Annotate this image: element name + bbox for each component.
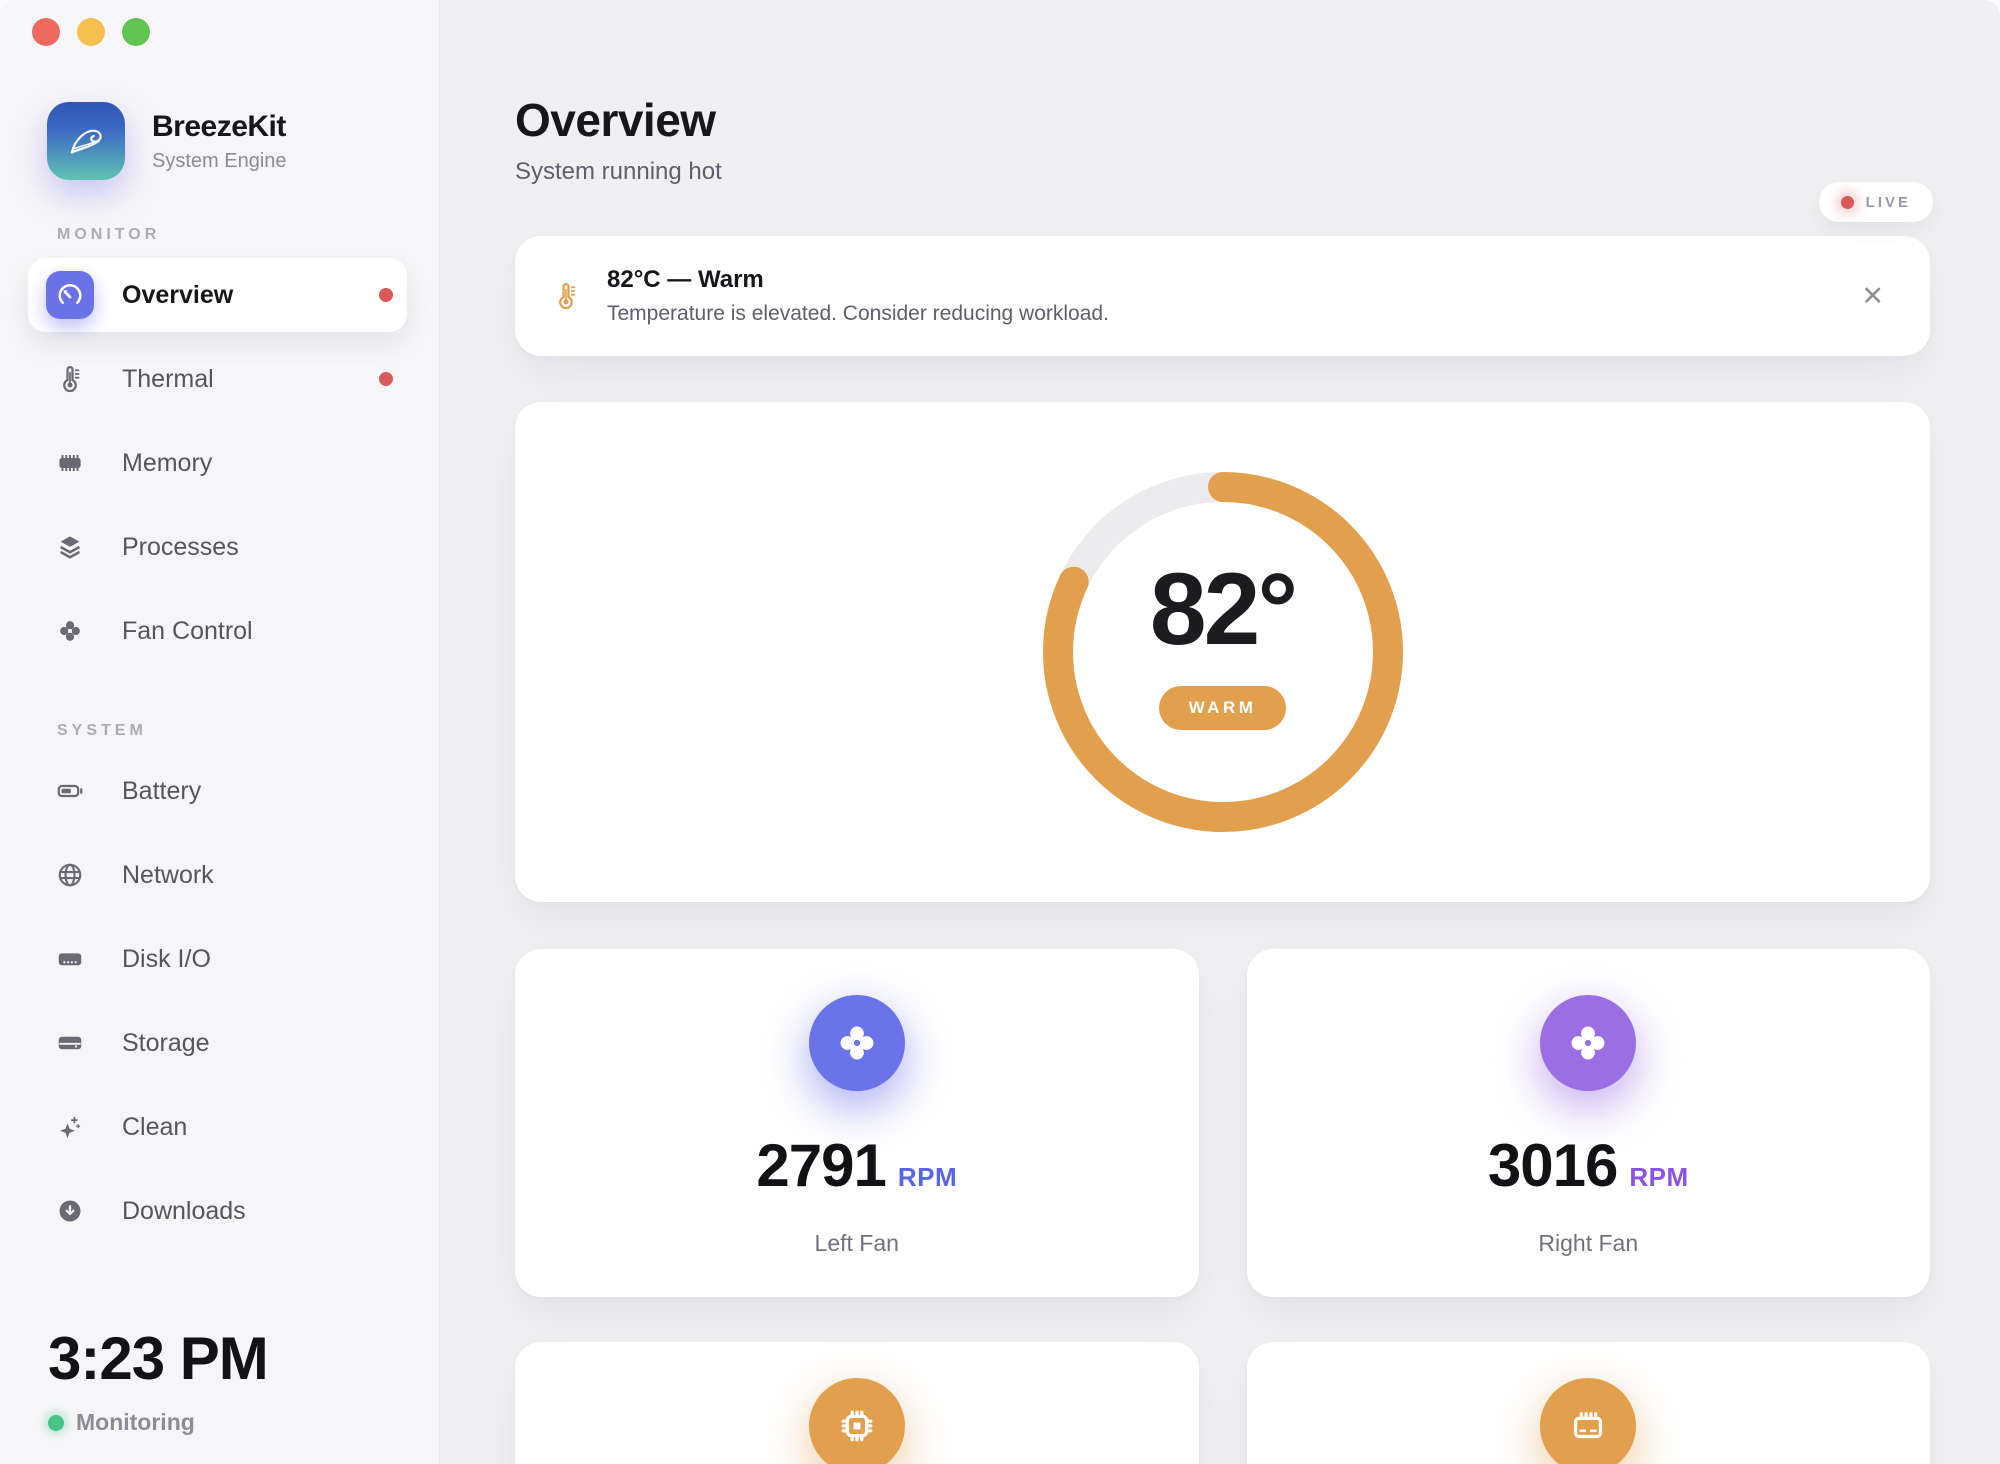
sidebar-item-label: Memory <box>122 448 213 477</box>
sidebar-item-label: Battery <box>122 776 202 805</box>
sidebar-item-network[interactable]: Network <box>28 838 407 912</box>
fan-label: Right Fan <box>1538 1230 1639 1257</box>
sidebar-item-battery[interactable]: Battery <box>28 754 407 828</box>
ram-card <box>1246 1342 1930 1464</box>
app-brand: BreezeKit System Engine <box>47 102 407 180</box>
fan-rpm-unit: RPM <box>897 1162 958 1193</box>
wind-swirl-icon <box>70 129 102 154</box>
temperature-alert-banner: 82°C — Warm Temperature is elevated. Con… <box>515 236 1930 357</box>
sidebar-item-label: Overview <box>122 280 234 309</box>
sidebar-item-label: Thermal <box>122 364 214 393</box>
temperature-gauge-card: 82° WARM <box>515 402 1930 903</box>
status-label: Monitoring <box>76 1409 195 1435</box>
fan-label: Left Fan <box>814 1230 899 1257</box>
fan-icon <box>46 607 94 655</box>
sidebar-item-thermal[interactable]: Thermal <box>28 342 407 416</box>
fan-icon <box>808 995 905 1092</box>
disk-icon <box>46 935 94 983</box>
sidebar-item-memory[interactable]: Memory <box>28 426 407 500</box>
thermometer-icon <box>559 283 576 310</box>
fan-cards-row: 2791 RPM Left Fan 3016 RPM <box>515 949 1930 1298</box>
page-header: Overview System running hot LIVE <box>515 94 1933 222</box>
sidebar: BreezeKit System Engine MONITOR Overview <box>0 0 440 1464</box>
gauge-status-badge: WARM <box>1158 685 1287 730</box>
sidebar-item-disk-io[interactable]: Disk I/O <box>28 922 407 996</box>
sidebar-item-label: Fan Control <box>122 616 253 645</box>
live-label: LIVE <box>1865 193 1911 211</box>
live-badge: LIVE <box>1818 182 1933 222</box>
app-name: BreezeKit <box>152 109 286 143</box>
sidebar-item-label: Clean <box>122 1112 188 1141</box>
fan-icon <box>1540 995 1637 1092</box>
cpu-chip-icon <box>808 1378 905 1464</box>
sidebar-item-overview[interactable]: Overview <box>28 258 407 332</box>
sidebar-item-label: Storage <box>122 1028 210 1057</box>
status-dot <box>48 1414 64 1431</box>
right-fan-card: 3016 RPM Right Fan <box>1246 949 1930 1298</box>
fan-rpm-value: 2791 <box>756 1132 886 1200</box>
close-window-button[interactable] <box>32 18 60 46</box>
fan-rpm-unit: RPM <box>1629 1162 1689 1193</box>
storage-drive-icon <box>46 1019 94 1067</box>
sidebar-item-storage[interactable]: Storage <box>28 1006 407 1080</box>
window-controls <box>28 0 407 46</box>
sidebar-item-processes[interactable]: Processes <box>28 510 407 584</box>
sidebar-item-label: Disk I/O <box>122 944 211 973</box>
sparkles-icon <box>46 1103 94 1151</box>
left-fan-card: 2791 RPM Left Fan <box>515 949 1199 1298</box>
gauge-progress <box>1042 472 1403 833</box>
app-logo <box>47 102 125 180</box>
monitoring-status: Monitoring <box>48 1409 407 1436</box>
thermometer-icon <box>46 355 94 403</box>
gauge-value: 82° <box>1149 551 1298 666</box>
gauge-icon <box>46 271 94 319</box>
memory-chip-icon <box>46 439 94 487</box>
cpu-card <box>515 1342 1199 1464</box>
download-circle-icon <box>46 1187 94 1235</box>
close-icon[interactable]: ✕ <box>1855 277 1890 316</box>
main-content: Overview System running hot LIVE 82°C — … <box>440 0 2000 1464</box>
sidebar-item-clean[interactable]: Clean <box>28 1090 407 1164</box>
ram-icon <box>1540 1378 1637 1464</box>
bottom-cards-row <box>515 1342 1930 1464</box>
page-title: Overview <box>515 94 716 146</box>
minimize-window-button[interactable] <box>77 18 105 46</box>
globe-icon <box>46 851 94 899</box>
page-subtitle: System running hot <box>515 158 722 186</box>
fan-rpm-value: 3016 <box>1487 1132 1618 1200</box>
alert-dot <box>379 288 393 302</box>
temperature-gauge: 82° WARM <box>1038 467 1408 837</box>
zoom-window-button[interactable] <box>122 18 150 46</box>
live-dot <box>1840 195 1854 209</box>
alert-dot <box>379 372 393 386</box>
alert-title: 82°C — Warm <box>607 266 764 294</box>
layers-icon <box>46 523 94 571</box>
sidebar-clock: 3:23 PM <box>48 1325 269 1392</box>
sidebar-item-downloads[interactable]: Downloads <box>28 1174 407 1248</box>
sidebar-item-label: Downloads <box>122 1196 246 1225</box>
app-subtitle: System Engine <box>152 149 287 172</box>
section-label-system: SYSTEM <box>57 722 147 739</box>
alert-message: Temperature is elevated. Consider reduci… <box>607 302 1109 326</box>
section-label-monitor: MONITOR <box>57 226 161 243</box>
sidebar-item-label: Network <box>122 860 214 889</box>
battery-icon <box>46 767 94 815</box>
sidebar-item-fan-control[interactable]: Fan Control <box>28 594 407 668</box>
sidebar-item-label: Processes <box>122 532 239 561</box>
